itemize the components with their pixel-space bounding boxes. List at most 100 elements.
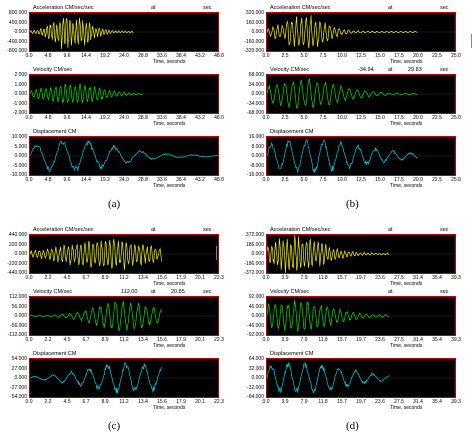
y-tick-label: -16.000: [247, 172, 264, 178]
y-tick-label: 320.000: [245, 10, 264, 16]
y-tick-label: -160.000: [244, 38, 264, 45]
y-tick-label: 64.000: [248, 356, 264, 362]
x-tick-label: 9.6: [63, 115, 71, 121]
x-tick-label: 39.3: [451, 337, 461, 343]
x-tick-label: 27.5: [394, 399, 404, 405]
sec-label: sec: [203, 5, 212, 11]
plot-area: [266, 234, 456, 274]
x-tick-label: 20.0: [413, 177, 423, 183]
waveform-svg: [267, 78, 455, 109]
y-tick-label: -32.000: [247, 384, 264, 391]
plot-area: [266, 358, 456, 398]
x-tick-label: 4.5: [63, 275, 71, 281]
x-tick-label: 2.5: [281, 115, 289, 121]
x-tick-label: 11.8: [318, 337, 328, 343]
sec-label: sec: [440, 67, 449, 73]
waveform-svg: [30, 140, 218, 172]
plot-area: [266, 12, 456, 52]
x-tick-label: 23.6: [375, 337, 385, 343]
scrollbar-mark: [216, 246, 217, 260]
panel-title: Displacement CM: [270, 351, 314, 357]
x-tick-label: 2.2: [44, 399, 52, 405]
x-tick-label: 15.6: [157, 275, 167, 281]
x-axis-ticks: 0.0 3.9 7.9 11.8 15.7 19.7 23.6 27.5 31.4 35.4 39.…: [262, 337, 461, 343]
x-tick-label: 15.7: [337, 399, 347, 405]
y-tick-label: 2.000: [14, 72, 27, 78]
y-tick-label: -54.000: [10, 394, 27, 400]
x-axis-ticks: 0.0 3.9 7.9 11.8 15.7 19.7 23.6 27.5 31.4 35.4 39.…: [263, 399, 461, 405]
x-tick-label: 7.9: [300, 399, 308, 405]
x-tick-label: 3.9: [281, 275, 289, 281]
plot-panel: Acceleration CM/sec/sec at sec 372.000 186.0…: [240, 226, 472, 287]
x-tick-label: 27.5: [394, 337, 404, 343]
plot-panel: Acceleration CM/sec/sec at sec 800.000 400.0…: [3, 4, 235, 65]
figure-caption: (a): [108, 198, 121, 210]
panel-header: Acceleration CM/sec/sec at sec: [240, 4, 472, 12]
x-axis-label: Time, seconds: [390, 121, 423, 127]
y-tick-label: -10.000: [10, 172, 27, 178]
panel-header: Displacement CM: [240, 350, 472, 358]
x-tick-label: 11.2: [119, 337, 129, 343]
y-tick-label: 68.000: [248, 72, 264, 78]
x-tick-label: 7.9: [300, 275, 308, 281]
x-tick-label: 14.4: [81, 177, 91, 183]
x-tick-label: 0.0: [262, 115, 270, 121]
sec-label: sec: [203, 289, 212, 295]
x-tick-label: 0.0: [25, 337, 33, 343]
x-tick-label: 0.0: [25, 399, 33, 405]
y-tick-label: 32.000: [248, 365, 264, 372]
y-tick-label: -8.000: [249, 162, 264, 169]
sec-label: sec: [203, 227, 212, 233]
x-tick-label: 17.5: [394, 177, 404, 183]
panel-title: Displacement CM: [33, 129, 77, 135]
x-tick-label: 17.5: [394, 53, 404, 59]
y-tick-label: -46.000: [247, 322, 264, 329]
y-tick-label: 16.000: [248, 134, 264, 140]
x-tick-label: 5.0: [300, 115, 308, 121]
waveform-trace: [267, 78, 418, 109]
y-tick-label: 0.000: [14, 313, 27, 319]
waveform-trace: [30, 301, 162, 332]
figure-b: Acceleration CM/sec/sec at sec 320.000 160.0…: [237, 0, 474, 219]
waveform-trace: [30, 140, 218, 172]
x-tick-label: 22.5: [432, 115, 442, 121]
plot-panel: Displacement CM 16.000 8.000 0.000 -8.000 -16…: [240, 128, 472, 189]
x-tick-label: 6.7: [82, 399, 90, 405]
x-tick-label: 48.0: [214, 53, 224, 59]
x-tick-label: 4.8: [44, 115, 52, 121]
x-tick-label: 31.4: [413, 399, 423, 405]
x-tick-label: 31.4: [413, 275, 423, 281]
x-tick-label: 28.8: [138, 115, 148, 121]
x-axis-ticks: 0.0 4.8 9.6 14.4 19.2 24.0 28.8 33.6 38.4 43.2 48.…: [26, 177, 224, 183]
panel-header: Acceleration CM/sec/sec at sec: [240, 226, 472, 234]
panel-title: Velocity CM/sec: [33, 67, 73, 73]
x-tick-label: 17.5: [394, 115, 404, 121]
x-tick-label: 39.3: [451, 275, 461, 281]
x-axis-label: Time, seconds: [153, 59, 186, 65]
x-tick-label: 8.9: [101, 275, 109, 281]
x-tick-label: 12.5: [356, 53, 366, 59]
x-tick-label: 38.4: [176, 115, 186, 121]
x-tick-label: 0.0: [262, 337, 270, 343]
x-tick-label: 19.2: [100, 177, 110, 183]
y-tick-label: 0.000: [251, 313, 264, 319]
y-tick-label: -92.000: [247, 332, 264, 338]
x-tick-label: 10.0: [337, 177, 347, 183]
panel-header: Velocity CM/sec -34.94 at 29.83 sec: [240, 66, 472, 74]
panel-title: Acceleration CM/sec/sec: [270, 5, 331, 11]
x-tick-label: 20.1: [195, 275, 205, 281]
peak-time: 29.83: [408, 67, 422, 73]
x-tick-label: 35.4: [432, 337, 442, 343]
panel-header: Acceleration CM/sec/sec at sec: [3, 226, 235, 234]
x-tick-label: 12.5: [356, 177, 366, 183]
x-tick-label: 17.9: [176, 399, 186, 405]
panel-header: Displacement CM: [3, 350, 235, 358]
x-axis-ticks: 0.0 2.5 5.0 7.5 10.0 12.5 15.0 17.5 20.0 22.5 25.0: [262, 115, 461, 121]
x-tick-label: 20.0: [413, 53, 423, 59]
waveform-svg: [267, 138, 455, 173]
x-tick-label: 4.8: [44, 177, 52, 183]
x-tick-label: 22.3: [214, 337, 224, 343]
plot-panel: Acceleration CM/sec/sec at sec 320.000 160.0…: [240, 4, 472, 65]
waveform-trace: [30, 239, 162, 270]
peak-value: 112.00: [121, 289, 138, 295]
